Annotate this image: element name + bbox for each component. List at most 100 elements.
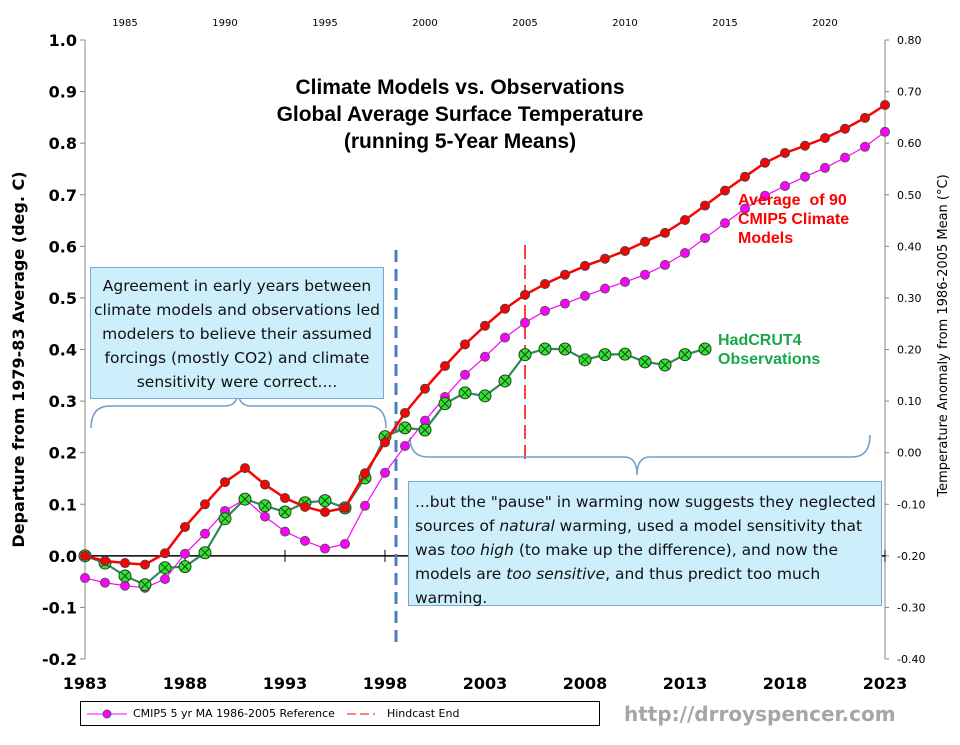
y-tick-label: 0.8 — [49, 134, 77, 153]
point-cmip5-average — [820, 133, 830, 144]
legend-label-cmip5: CMIP5 5 yr MA 1986-2005 Reference — [133, 707, 335, 720]
point-hadcrut4 — [618, 347, 632, 361]
point-hadcrut4-cross — [600, 350, 610, 360]
point-cmip5-average — [300, 501, 310, 512]
annotation-text-segment: (to make up the difference), and now the… — [415, 541, 838, 583]
x-top-tick-label: 1985 — [112, 18, 137, 29]
point-cmip5-average — [100, 555, 110, 566]
y-right-tick-label: 0.30 — [897, 292, 922, 305]
point-hadcrut4 — [538, 342, 552, 356]
point-hadcrut4 — [118, 569, 132, 583]
point-cmip5-average — [280, 493, 290, 504]
point-cmip5-reference — [280, 526, 290, 537]
point-cmip5-average — [880, 99, 890, 110]
x-tick-label: 1993 — [263, 674, 308, 693]
point-cmip5-reference — [820, 162, 830, 173]
point-cmip5-average — [380, 437, 390, 448]
point-cmip5-average — [780, 147, 790, 158]
title-line-3: (running 5-Year Means) — [343, 130, 577, 153]
point-hadcrut4 — [638, 355, 652, 369]
observations-label: HadCRUT4 Observations — [718, 331, 820, 369]
models-label-line: Average of 90 — [738, 192, 847, 209]
y-right-tick-label: -0.20 — [897, 550, 925, 563]
obs-label-line: HadCRUT4 — [718, 332, 802, 349]
point-cmip5-average — [420, 383, 430, 394]
point-cmip5-average — [600, 253, 610, 264]
title-line-2: Global Average Surface Temperature — [276, 103, 644, 126]
y-tick-label: 0.1 — [49, 495, 77, 514]
point-cmip5-reference — [660, 259, 670, 270]
legend-label-hindcast: Hindcast End — [386, 707, 460, 720]
chart-title: Climate Models vs. Observations Global A… — [230, 74, 690, 155]
legend: CMIP5 5 yr MA 1986-2005 Reference Hindca… — [80, 701, 600, 726]
y-right-tick-label: 0.50 — [897, 189, 922, 202]
y-tick-label: 0.0 — [49, 547, 77, 566]
point-cmip5-average — [440, 361, 450, 372]
point-cmip5-average — [560, 269, 570, 280]
x-tick-label: 2008 — [563, 674, 608, 693]
point-cmip5-average — [580, 260, 590, 271]
point-cmip5-average — [400, 407, 410, 418]
point-hadcrut4-cross — [640, 357, 650, 367]
point-hadcrut4 — [678, 348, 692, 362]
y-right-tick-label: -0.30 — [897, 601, 925, 614]
y-tick-label: 0.5 — [49, 289, 77, 308]
y-right-tick-label: 0.60 — [897, 137, 922, 150]
point-cmip5-average — [460, 339, 470, 350]
x-top-tick-label: 1995 — [312, 18, 337, 29]
point-cmip5-reference — [320, 543, 330, 554]
point-cmip5-reference — [460, 369, 470, 380]
y-tick-label: -0.2 — [42, 650, 77, 669]
annotation-text-segment: too high — [450, 541, 514, 559]
point-cmip5-average — [120, 558, 130, 569]
y-axis-label: Departure from 1979-83 Average (deg. C) — [9, 171, 28, 547]
point-cmip5-reference — [200, 528, 210, 539]
point-hadcrut4-cross — [520, 350, 530, 360]
point-hadcrut4-cross — [560, 344, 570, 354]
point-cmip5-reference — [340, 538, 350, 549]
annotation-box-pause: ...but the "pause" in warming now sugges… — [408, 481, 882, 607]
point-cmip5-reference — [700, 233, 710, 244]
x-top-tick-label: 2015 — [712, 18, 737, 29]
point-cmip5-average — [240, 463, 250, 474]
point-cmip5-reference — [80, 573, 90, 584]
point-cmip5-reference — [720, 218, 730, 229]
point-cmip5-average — [860, 112, 870, 123]
point-cmip5-reference — [100, 577, 110, 588]
point-hadcrut4-cross — [180, 562, 190, 572]
point-hadcrut4 — [478, 389, 492, 403]
x-tick-label: 2018 — [763, 674, 808, 693]
point-cmip5-reference — [760, 190, 770, 201]
point-hadcrut4-cross — [620, 349, 630, 359]
point-hadcrut4 — [418, 423, 432, 437]
y-tick-label: 0.3 — [49, 392, 77, 411]
point-cmip5-average — [840, 123, 850, 134]
point-hadcrut4 — [218, 512, 232, 526]
point-hadcrut4-cross — [200, 548, 210, 558]
annotation-text-segment: warming, used a model sensitivity that w… — [415, 517, 863, 559]
legend-marker-hindcast — [346, 713, 375, 714]
point-cmip5-reference — [120, 580, 130, 591]
point-hadcrut4 — [698, 342, 712, 356]
point-hadcrut4-cross — [540, 344, 550, 354]
point-cmip5-average — [660, 227, 670, 238]
y-tick-label: 0.7 — [49, 186, 77, 205]
point-hadcrut4-cross — [460, 388, 470, 398]
y-right-tick-label: 0.70 — [897, 86, 922, 99]
point-hadcrut4-cross — [140, 580, 150, 590]
x-tick-label: 1988 — [163, 674, 208, 693]
point-hadcrut4 — [438, 397, 452, 411]
y-right-tick-label: 0.00 — [897, 447, 922, 460]
point-cmip5-reference — [740, 203, 750, 214]
point-cmip5-average — [620, 245, 630, 256]
point-cmip5-reference — [860, 141, 870, 152]
x-top-tick-label: 2000 — [412, 18, 437, 29]
point-cmip5-reference — [400, 440, 410, 451]
point-cmip5-reference — [580, 290, 590, 301]
point-cmip5-average — [220, 477, 230, 488]
annotation-box-agreement: Agreement in early years between climate… — [90, 267, 384, 399]
point-cmip5-average — [200, 499, 210, 510]
point-hadcrut4-cross — [700, 344, 710, 354]
